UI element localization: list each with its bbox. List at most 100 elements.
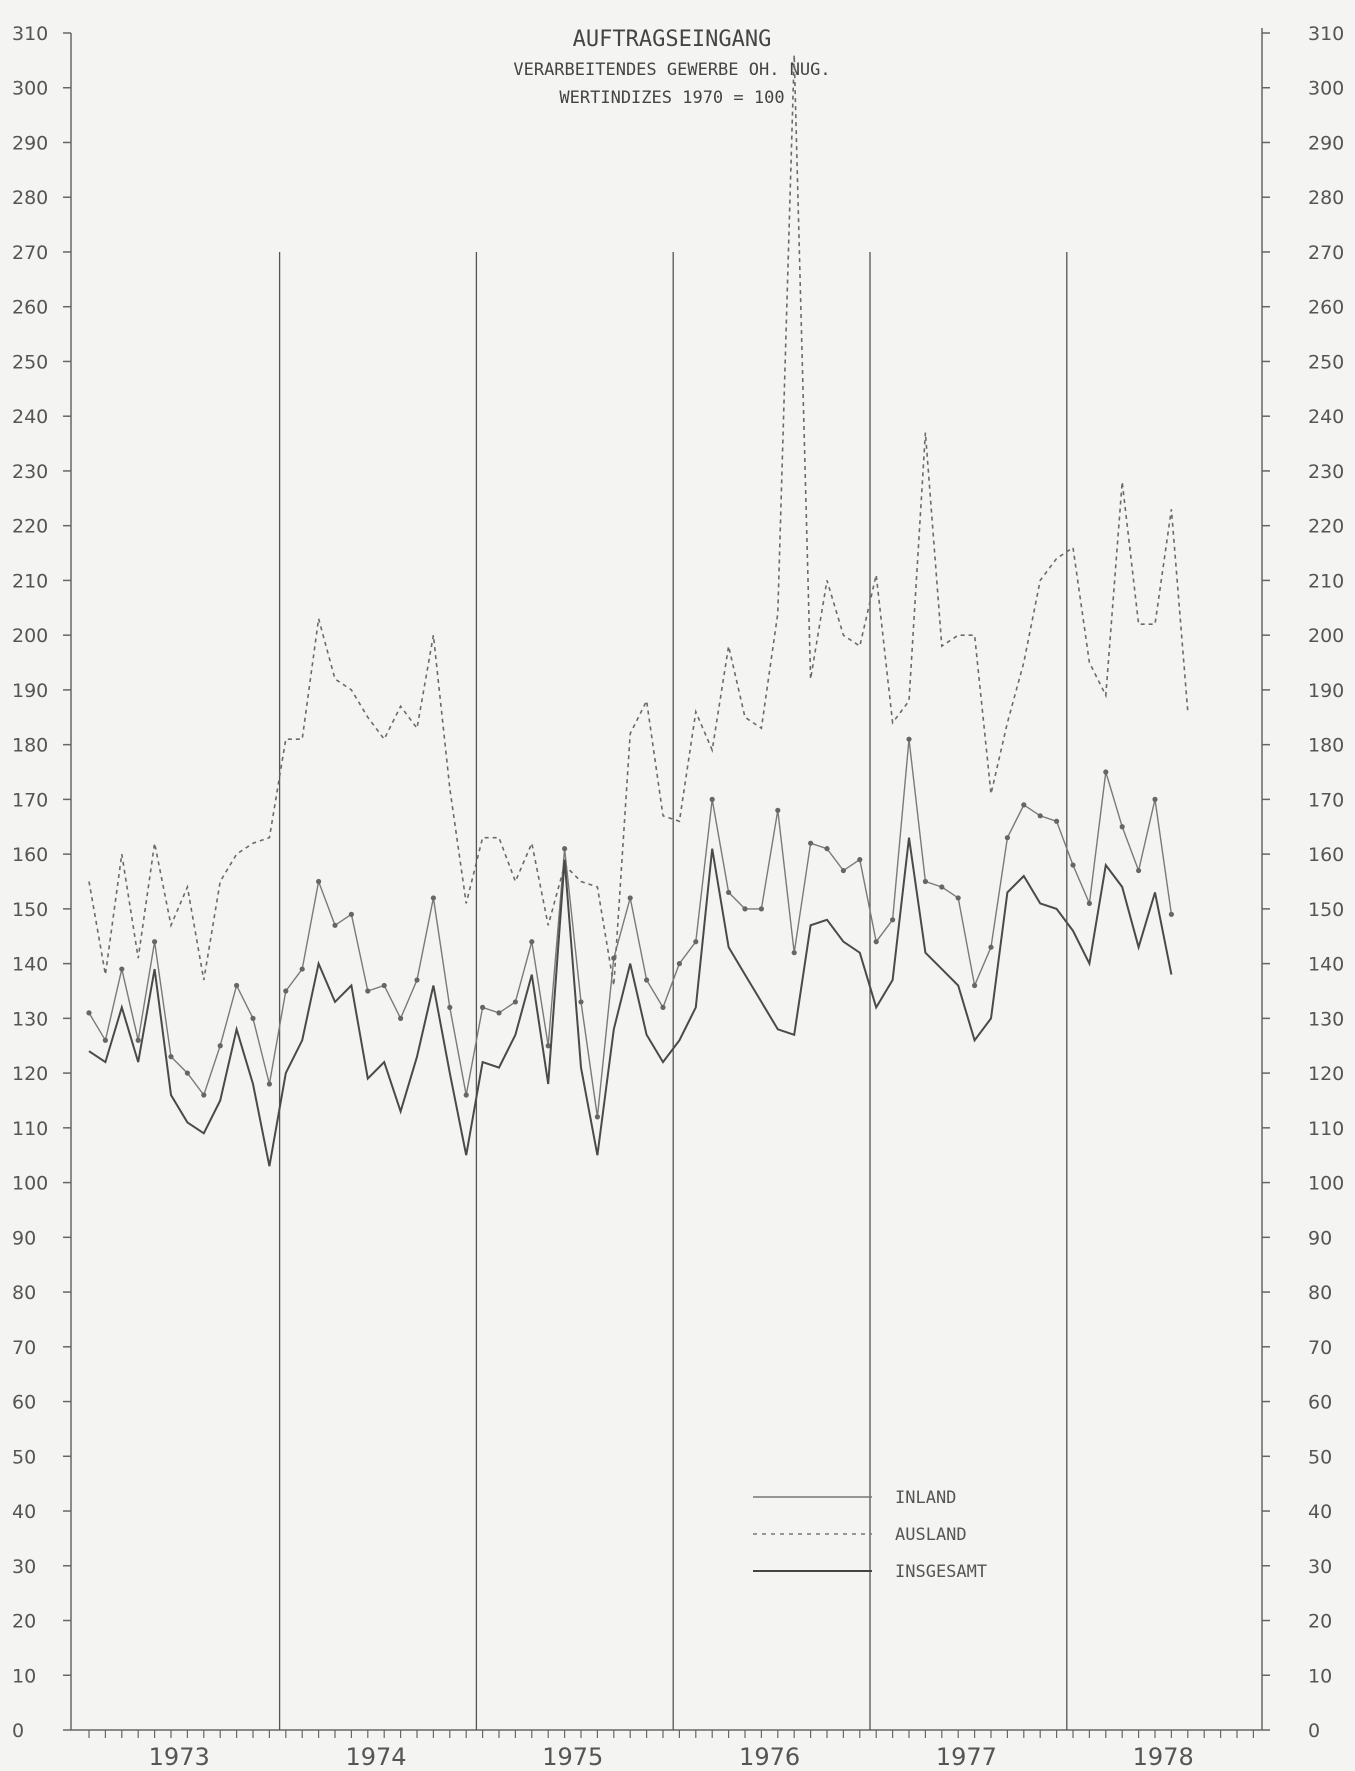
data-point-inland xyxy=(922,878,929,885)
data-point-inland xyxy=(824,846,830,852)
y-tick-label-left-300: 300 xyxy=(12,78,48,100)
y-tick-label-right-120: 120 xyxy=(1308,1063,1344,1085)
y-tick-label-right-290: 290 xyxy=(1308,132,1344,154)
data-point-inland xyxy=(660,1004,666,1011)
legend: INLAND AUSLAND INSGESAMT xyxy=(753,1488,987,1582)
x-tick-label-1974: 1974 xyxy=(345,1743,406,1771)
y-tick-label-right-10: 10 xyxy=(1308,1665,1332,1687)
y-tick-label-right-300: 300 xyxy=(1308,78,1344,100)
y-tick-label-left-130: 130 xyxy=(12,1008,48,1030)
data-point-inland xyxy=(430,895,436,901)
y-tick-label-right-250: 250 xyxy=(1308,351,1344,373)
y-tick-label-left-250: 250 xyxy=(12,351,48,373)
y-tick-label-right-180: 180 xyxy=(1308,735,1344,757)
y-tick-label-left-190: 190 xyxy=(12,680,48,702)
data-point-inland xyxy=(906,736,912,742)
y-tick-label-left-20: 20 xyxy=(12,1611,36,1633)
data-point-inland xyxy=(184,1070,190,1076)
data-point-inland xyxy=(988,944,994,950)
y-tick-label-left-290: 290 xyxy=(12,132,48,154)
data-point-inland xyxy=(644,977,650,983)
y-tick-label-left-220: 220 xyxy=(12,516,48,538)
y-tick-label-right-110: 110 xyxy=(1308,1118,1344,1140)
data-point-inland xyxy=(1168,911,1174,917)
data-point-inland xyxy=(939,884,945,890)
chart-subtitle-2: WERTINDIZES 1970 = 100 xyxy=(559,88,784,108)
data-point-inland xyxy=(775,807,781,813)
data-point-inland xyxy=(955,895,961,901)
y-tick-label-right-0: 0 xyxy=(1308,1720,1320,1742)
y-tick-label-left-210: 210 xyxy=(12,570,48,592)
y-tick-label-left-120: 120 xyxy=(12,1063,48,1085)
x-tick-label-1973: 1973 xyxy=(149,1743,210,1771)
y-tick-label-left-200: 200 xyxy=(12,625,48,647)
data-point-inland xyxy=(1004,835,1011,841)
y-tick-label-right-230: 230 xyxy=(1308,461,1344,483)
data-point-inland xyxy=(726,889,732,896)
y-tick-label-left-90: 90 xyxy=(12,1227,36,1249)
y-tick-label-left-310: 310 xyxy=(12,23,48,45)
data-point-inland xyxy=(972,982,978,989)
data-point-inland xyxy=(135,1037,141,1043)
data-point-inland xyxy=(890,917,896,923)
y-tick-label-right-80: 80 xyxy=(1308,1282,1332,1304)
data-point-inland xyxy=(414,977,420,983)
data-point-inland xyxy=(86,1010,92,1016)
data-point-inland xyxy=(758,906,765,912)
y-tick-label-right-270: 270 xyxy=(1308,242,1344,264)
chart-subtitle: VERARBEITENDES GEWERBE OH. NUG. xyxy=(513,60,830,80)
y-tick-label-right-140: 140 xyxy=(1308,954,1344,976)
legend-label-inland: INLAND xyxy=(895,1488,956,1508)
series-line-insgesamt xyxy=(88,837,1173,1167)
data-point-inland xyxy=(840,867,847,874)
data-point-inland xyxy=(512,999,519,1005)
x-tick-label-1976: 1976 xyxy=(739,1743,800,1771)
data-point-inland xyxy=(709,796,715,802)
y-tick-label-right-260: 260 xyxy=(1308,297,1344,319)
y-tick-label-left-160: 160 xyxy=(12,844,48,866)
y-tick-label-right-30: 30 xyxy=(1308,1556,1332,1578)
x-tick-label-1977: 1977 xyxy=(936,1743,997,1771)
data-point-inland xyxy=(217,1043,223,1049)
data-point-inland xyxy=(152,939,158,945)
y-tick-label-left-50: 50 xyxy=(12,1446,36,1468)
y-tick-label-left-230: 230 xyxy=(12,461,48,483)
y-tick-label-right-150: 150 xyxy=(1308,899,1344,921)
y-tick-label-left-140: 140 xyxy=(12,954,48,976)
y-tick-label-right-40: 40 xyxy=(1308,1501,1332,1523)
data-point-inland xyxy=(365,988,371,994)
y-tick-label-right-160: 160 xyxy=(1308,844,1344,866)
y-tick-label-right-210: 210 xyxy=(1308,570,1344,592)
data-point-inland xyxy=(1119,824,1125,830)
data-point-inland xyxy=(398,1015,404,1021)
y-tick-label-left-80: 80 xyxy=(12,1282,36,1304)
y-tick-label-right-60: 60 xyxy=(1308,1392,1332,1414)
data-point-inland xyxy=(1054,818,1060,824)
y-tick-label-left-70: 70 xyxy=(12,1337,36,1359)
data-point-inland xyxy=(201,1092,207,1098)
y-tick-label-left-40: 40 xyxy=(12,1501,36,1523)
y-tick-label-right-200: 200 xyxy=(1308,625,1344,647)
data-point-inland xyxy=(857,857,863,863)
data-point-inland xyxy=(332,922,338,928)
data-point-inland xyxy=(463,1092,469,1098)
x-tick-label-1975: 1975 xyxy=(542,1743,603,1771)
y-ticks: 0 0 10 10 20 20 30 30 40 40 50 50 60 60 70 70 80 80 90 90 10… xyxy=(12,23,1344,1742)
data-point-inland xyxy=(578,999,584,1005)
data-point-inland xyxy=(266,1081,272,1087)
data-point-inland xyxy=(102,1037,108,1043)
data-point-inland xyxy=(808,840,814,846)
data-point-inland xyxy=(1070,862,1076,868)
x-tick-label-1978: 1978 xyxy=(1133,1743,1194,1771)
data-point-inland xyxy=(348,911,354,917)
y-tick-label-right-280: 280 xyxy=(1308,187,1344,209)
data-point-inland xyxy=(529,939,535,945)
data-point-inland xyxy=(168,1054,174,1060)
data-point-inland xyxy=(1021,802,1027,808)
data-point-inland xyxy=(1152,796,1158,802)
year-dividers xyxy=(278,251,1068,1730)
y-tick-label-left-100: 100 xyxy=(12,1173,48,1195)
